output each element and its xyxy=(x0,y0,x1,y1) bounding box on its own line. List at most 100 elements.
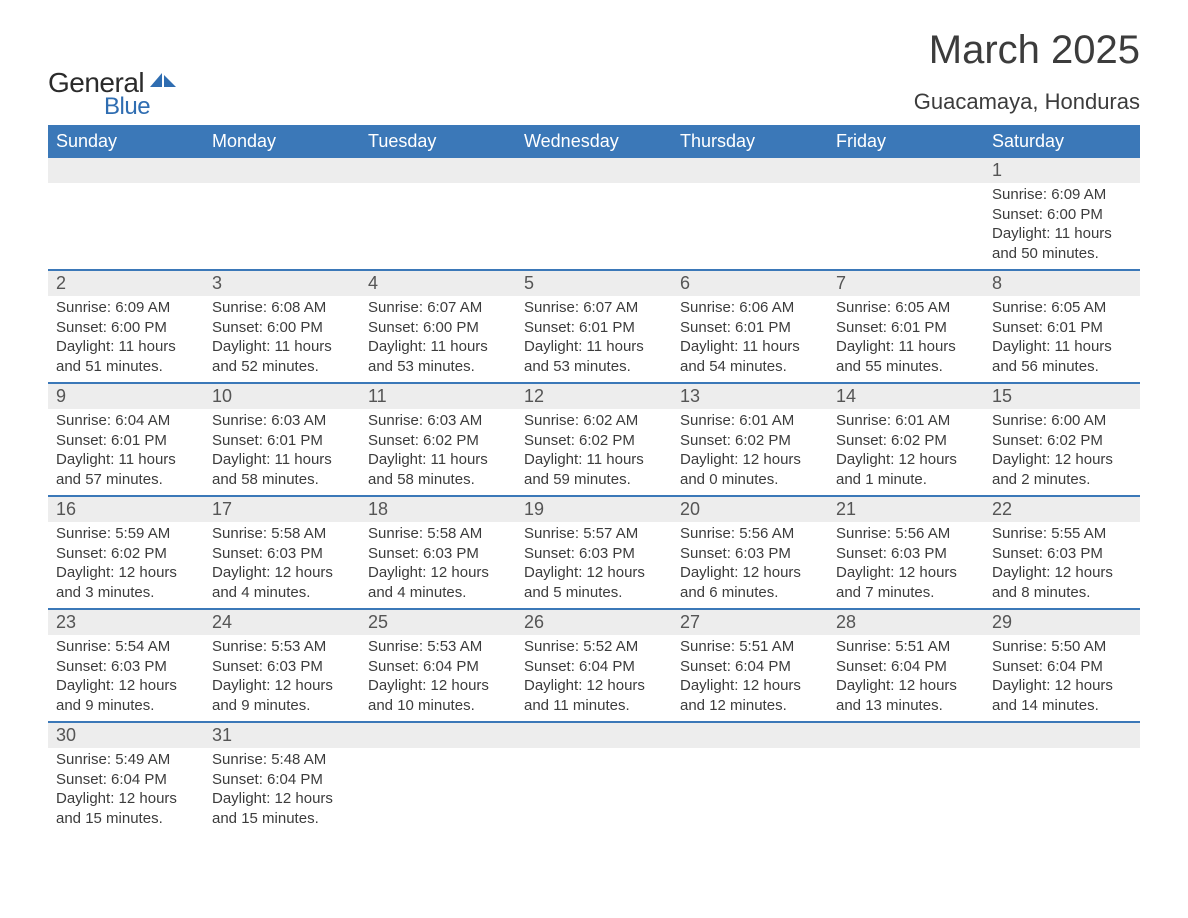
daylight-text: Daylight: 11 hours and 57 minutes. xyxy=(56,450,196,489)
logo: General Blue xyxy=(48,53,176,121)
daylight-text: Daylight: 11 hours and 58 minutes. xyxy=(212,450,352,489)
sunset-text: Sunset: 6:04 PM xyxy=(992,657,1132,677)
day-detail-cell: Sunrise: 5:52 AMSunset: 6:04 PMDaylight:… xyxy=(516,635,672,722)
day-number-cell xyxy=(204,158,360,183)
sunset-text: Sunset: 6:01 PM xyxy=(212,431,352,451)
sunset-text: Sunset: 6:02 PM xyxy=(836,431,976,451)
sunset-text: Sunset: 6:03 PM xyxy=(368,544,508,564)
sunrise-text: Sunrise: 5:55 AM xyxy=(992,524,1132,544)
sunrise-text: Sunrise: 5:51 AM xyxy=(836,637,976,657)
day-detail-cell: Sunrise: 6:00 AMSunset: 6:02 PMDaylight:… xyxy=(984,409,1140,496)
day-number-cell: 26 xyxy=(516,609,672,635)
day-detail-cell xyxy=(516,748,672,834)
sunset-text: Sunset: 6:02 PM xyxy=(992,431,1132,451)
day-detail-row: Sunrise: 6:09 AMSunset: 6:00 PMDaylight:… xyxy=(48,183,1140,270)
sunrise-text: Sunrise: 5:56 AM xyxy=(836,524,976,544)
day-detail-cell: Sunrise: 5:54 AMSunset: 6:03 PMDaylight:… xyxy=(48,635,204,722)
sunset-text: Sunset: 6:00 PM xyxy=(992,205,1132,225)
day-number-cell xyxy=(828,722,984,748)
day-number-cell: 10 xyxy=(204,383,360,409)
daylight-text: Daylight: 11 hours and 53 minutes. xyxy=(368,337,508,376)
sunrise-text: Sunrise: 6:07 AM xyxy=(368,298,508,318)
daylight-text: Daylight: 11 hours and 52 minutes. xyxy=(212,337,352,376)
page-title: March 2025 xyxy=(914,28,1140,73)
day-detail-cell xyxy=(828,748,984,834)
sunset-text: Sunset: 6:03 PM xyxy=(992,544,1132,564)
sunrise-text: Sunrise: 6:02 AM xyxy=(524,411,664,431)
daylight-text: Daylight: 12 hours and 2 minutes. xyxy=(992,450,1132,489)
daylight-text: Daylight: 12 hours and 15 minutes. xyxy=(56,789,196,828)
day-detail-cell: Sunrise: 6:07 AMSunset: 6:01 PMDaylight:… xyxy=(516,296,672,383)
day-detail-cell: Sunrise: 5:55 AMSunset: 6:03 PMDaylight:… xyxy=(984,522,1140,609)
day-detail-cell xyxy=(828,183,984,270)
day-detail-cell: Sunrise: 5:48 AMSunset: 6:04 PMDaylight:… xyxy=(204,748,360,834)
day-number-cell: 27 xyxy=(672,609,828,635)
day-number-cell: 25 xyxy=(360,609,516,635)
sunrise-text: Sunrise: 6:05 AM xyxy=(992,298,1132,318)
title-block: March 2025 Guacamaya, Honduras xyxy=(914,28,1140,121)
daylight-text: Daylight: 11 hours and 51 minutes. xyxy=(56,337,196,376)
daylight-text: Daylight: 11 hours and 53 minutes. xyxy=(524,337,664,376)
day-number-cell: 15 xyxy=(984,383,1140,409)
daylight-text: Daylight: 12 hours and 12 minutes. xyxy=(680,676,820,715)
calendar-table: Sunday Monday Tuesday Wednesday Thursday… xyxy=(48,125,1140,834)
sunrise-text: Sunrise: 5:48 AM xyxy=(212,750,352,770)
day-detail-cell: Sunrise: 5:53 AMSunset: 6:03 PMDaylight:… xyxy=(204,635,360,722)
day-number-cell: 18 xyxy=(360,496,516,522)
day-number-cell: 17 xyxy=(204,496,360,522)
sunset-text: Sunset: 6:03 PM xyxy=(212,544,352,564)
sunrise-text: Sunrise: 6:05 AM xyxy=(836,298,976,318)
daylight-text: Daylight: 12 hours and 0 minutes. xyxy=(680,450,820,489)
calendar-body: 1Sunrise: 6:09 AMSunset: 6:00 PMDaylight… xyxy=(48,158,1140,834)
day-number-row: 1 xyxy=(48,158,1140,183)
day-number-cell: 3 xyxy=(204,270,360,296)
sunset-text: Sunset: 6:03 PM xyxy=(212,657,352,677)
sunrise-text: Sunrise: 6:00 AM xyxy=(992,411,1132,431)
sunrise-text: Sunrise: 6:09 AM xyxy=(56,298,196,318)
sunrise-text: Sunrise: 5:59 AM xyxy=(56,524,196,544)
daylight-text: Daylight: 11 hours and 56 minutes. xyxy=(992,337,1132,376)
sunrise-text: Sunrise: 5:52 AM xyxy=(524,637,664,657)
day-detail-cell: Sunrise: 5:51 AMSunset: 6:04 PMDaylight:… xyxy=(828,635,984,722)
sunset-text: Sunset: 6:04 PM xyxy=(524,657,664,677)
day-detail-cell: Sunrise: 5:51 AMSunset: 6:04 PMDaylight:… xyxy=(672,635,828,722)
day-number-cell xyxy=(672,722,828,748)
day-detail-cell: Sunrise: 6:06 AMSunset: 6:01 PMDaylight:… xyxy=(672,296,828,383)
day-number-cell: 21 xyxy=(828,496,984,522)
weekday-header: Tuesday xyxy=(360,125,516,158)
day-number-cell: 8 xyxy=(984,270,1140,296)
day-detail-cell xyxy=(672,183,828,270)
sunrise-text: Sunrise: 6:06 AM xyxy=(680,298,820,318)
sunrise-text: Sunrise: 5:58 AM xyxy=(212,524,352,544)
day-detail-cell: Sunrise: 5:49 AMSunset: 6:04 PMDaylight:… xyxy=(48,748,204,834)
daylight-text: Daylight: 12 hours and 13 minutes. xyxy=(836,676,976,715)
day-number-cell: 16 xyxy=(48,496,204,522)
day-number-cell: 4 xyxy=(360,270,516,296)
day-number-cell xyxy=(828,158,984,183)
sunrise-text: Sunrise: 6:04 AM xyxy=(56,411,196,431)
weekday-header: Wednesday xyxy=(516,125,672,158)
day-detail-cell: Sunrise: 6:05 AMSunset: 6:01 PMDaylight:… xyxy=(828,296,984,383)
day-detail-cell: Sunrise: 6:02 AMSunset: 6:02 PMDaylight:… xyxy=(516,409,672,496)
sunrise-text: Sunrise: 5:51 AM xyxy=(680,637,820,657)
sunset-text: Sunset: 6:04 PM xyxy=(680,657,820,677)
sunrise-text: Sunrise: 5:53 AM xyxy=(368,637,508,657)
day-number-cell: 13 xyxy=(672,383,828,409)
day-number-row: 16171819202122 xyxy=(48,496,1140,522)
sunrise-text: Sunrise: 6:09 AM xyxy=(992,185,1132,205)
day-detail-cell xyxy=(360,183,516,270)
day-detail-cell: Sunrise: 6:03 AMSunset: 6:01 PMDaylight:… xyxy=(204,409,360,496)
sunset-text: Sunset: 6:01 PM xyxy=(56,431,196,451)
day-detail-cell: Sunrise: 6:01 AMSunset: 6:02 PMDaylight:… xyxy=(828,409,984,496)
sunrise-text: Sunrise: 6:01 AM xyxy=(836,411,976,431)
daylight-text: Daylight: 12 hours and 9 minutes. xyxy=(56,676,196,715)
day-number-cell: 28 xyxy=(828,609,984,635)
day-detail-cell: Sunrise: 6:07 AMSunset: 6:00 PMDaylight:… xyxy=(360,296,516,383)
weekday-header: Sunday xyxy=(48,125,204,158)
day-number-cell: 31 xyxy=(204,722,360,748)
day-detail-cell: Sunrise: 6:04 AMSunset: 6:01 PMDaylight:… xyxy=(48,409,204,496)
sunset-text: Sunset: 6:03 PM xyxy=(56,657,196,677)
sunrise-text: Sunrise: 5:57 AM xyxy=(524,524,664,544)
daylight-text: Daylight: 12 hours and 10 minutes. xyxy=(368,676,508,715)
sunset-text: Sunset: 6:00 PM xyxy=(212,318,352,338)
